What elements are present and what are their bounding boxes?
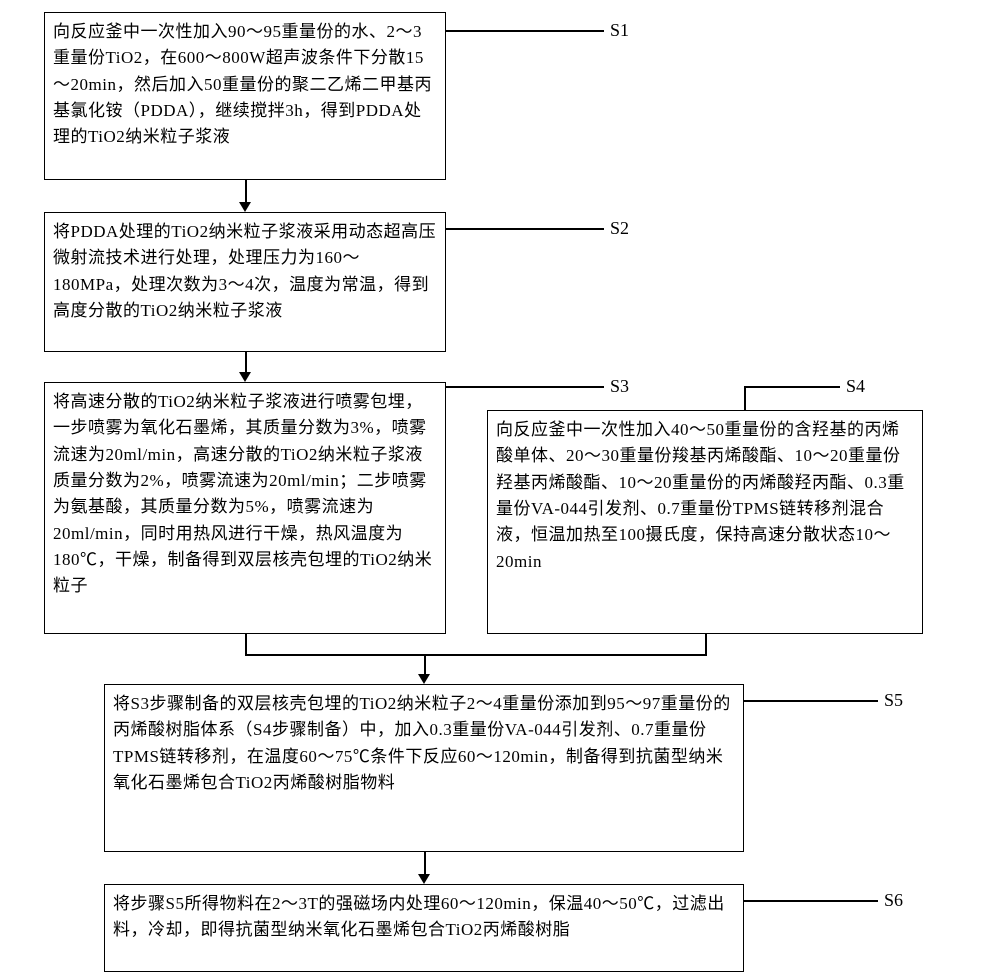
step-s3-text: 将高速分散的TiO2纳米粒子浆液进行喷雾包埋，一步喷雾为氧化石墨烯，其质量分数为… [53,392,432,595]
step-s3-box: 将高速分散的TiO2纳米粒子浆液进行喷雾包埋，一步喷雾为氧化石墨烯，其质量分数为… [44,382,446,634]
arrow-icon [418,874,430,884]
step-s1-text: 向反应釜中一次性加入90～95重量份的水、2～3重量份TiO2，在600～800… [53,22,432,146]
connector-line [705,634,707,654]
step-s5-text: 将S3步骤制备的双层核壳包埋的TiO2纳米粒子2～4重量份添加到95～97重量份… [113,694,731,792]
label-leader-line [744,386,746,410]
step-s6-text: 将步骤S5所得物料在2～3T的强磁场内处理60～120min，保温40～50℃，… [113,894,725,939]
connector-line [245,654,707,656]
step-s1-box: 向反应釜中一次性加入90～95重量份的水、2～3重量份TiO2，在600～800… [44,12,446,180]
step-s2-text: 将PDDA处理的TiO2纳米粒子浆液采用动态超高压微射流技术进行处理，处理压力为… [53,222,436,320]
step-s4-label: S4 [846,376,865,397]
label-leader-line [446,386,604,388]
label-leader-line [446,228,604,230]
connector-line [424,654,426,674]
connector-line [245,180,247,202]
connector-line [424,852,426,874]
step-s5-label: S5 [884,690,903,711]
label-leader-line [744,386,840,388]
label-leader-line [744,700,878,702]
step-s6-box: 将步骤S5所得物料在2～3T的强磁场内处理60～120min，保温40～50℃，… [104,884,744,972]
label-leader-line [744,900,878,902]
arrow-icon [418,674,430,684]
step-s1-label: S1 [610,20,629,41]
arrow-icon [239,372,251,382]
step-s5-box: 将S3步骤制备的双层核壳包埋的TiO2纳米粒子2～4重量份添加到95～97重量份… [104,684,744,852]
step-s3-label: S3 [610,376,629,397]
step-s2-box: 将PDDA处理的TiO2纳米粒子浆液采用动态超高压微射流技术进行处理，处理压力为… [44,212,446,352]
step-s4-box: 向反应釜中一次性加入40～50重量份的含羟基的丙烯酸单体、20～30重量份羧基丙… [487,410,923,634]
arrow-icon [239,202,251,212]
step-s4-text: 向反应釜中一次性加入40～50重量份的含羟基的丙烯酸单体、20～30重量份羧基丙… [496,420,905,571]
step-s6-label: S6 [884,890,903,911]
step-s2-label: S2 [610,218,629,239]
label-leader-line [446,30,604,32]
connector-line [245,352,247,372]
connector-line [245,634,247,654]
